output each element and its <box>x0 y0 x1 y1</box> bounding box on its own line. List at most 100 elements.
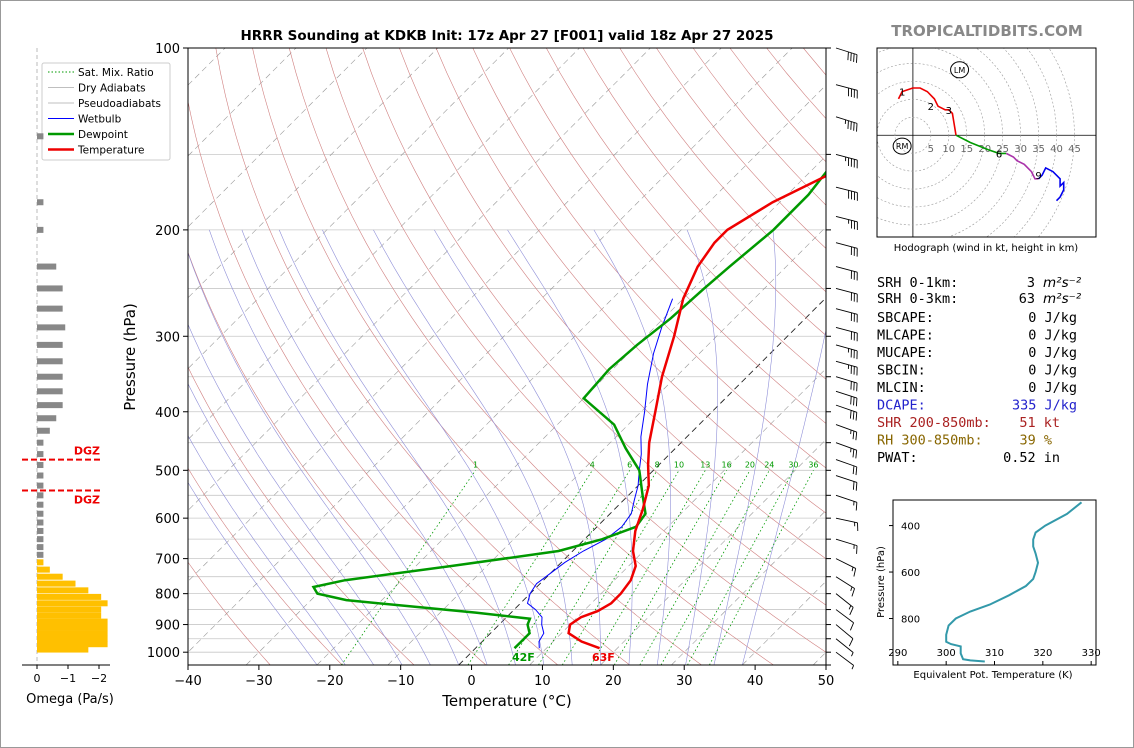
hodograph-ring <box>877 48 1003 226</box>
wind-barb-staff <box>835 424 857 433</box>
skewt-profiles <box>311 170 826 650</box>
wind-barb-staff <box>835 517 858 524</box>
omega-bar <box>37 324 66 331</box>
legend-pseudoadiabats: Pseudoadiabats <box>78 98 161 110</box>
omega-bar <box>37 492 44 499</box>
wind-barb-full <box>852 465 855 475</box>
omega-bar <box>37 573 63 580</box>
omega-bar <box>37 519 44 526</box>
hodograph-height-label: 6 <box>996 149 1002 160</box>
mixing-ratio-label: 24 <box>764 460 774 469</box>
wind-barb-full <box>850 396 852 405</box>
omega-bar <box>37 624 108 631</box>
wind-barb-half <box>851 652 854 657</box>
wind-barb-staff <box>835 609 854 624</box>
param-sbcin-value: 0 J/kg <box>1028 363 1077 379</box>
y-tick-label: 400 <box>155 406 180 421</box>
omega-tick-label: −2 <box>91 672 107 685</box>
dry-adiabat <box>399 48 826 560</box>
wind-barb-full <box>853 568 857 577</box>
hodograph-height-label: 1 <box>899 88 905 99</box>
pseudoadiabat <box>278 229 516 665</box>
wind-barb-staff <box>835 593 854 608</box>
theta-e-y-tick-label: 600 <box>901 568 920 579</box>
param-pwat-label: PWAT: <box>877 450 918 466</box>
wind-barb <box>835 326 858 342</box>
wind-barb <box>835 494 858 511</box>
omega-bar <box>37 305 63 312</box>
mixing-ratio-label: 8 <box>655 460 660 469</box>
wind-barb <box>835 266 858 281</box>
x-tick-label: 0 <box>467 674 475 689</box>
hodograph-segment <box>955 134 1007 155</box>
wind-barb-staff <box>835 360 858 368</box>
wind-barb <box>835 287 858 303</box>
omega-ticks: 0 −1 −2 <box>34 665 107 685</box>
wind-barb-staff <box>835 624 854 639</box>
wind-barb-staff <box>835 242 858 249</box>
isotherm <box>245 84 826 665</box>
y-tick-label: 1000 <box>147 646 180 661</box>
omega-bar <box>37 641 108 648</box>
legend-dewpoint: Dewpoint <box>78 129 128 141</box>
isotherm <box>316 155 826 665</box>
skewt-xlabel: Temperature (°C) <box>441 692 571 710</box>
wind-barb-staff <box>835 215 858 223</box>
wind-barb <box>835 593 854 616</box>
mixing-ratio-label: 4 <box>590 460 595 469</box>
x-tick-label: 50 <box>818 674 835 689</box>
param-shr-value: 51 kt <box>1019 415 1060 431</box>
wind-barb <box>835 47 858 63</box>
hodograph-ring <box>1013 48 1057 237</box>
omega-bar <box>37 226 44 233</box>
hodograph-lm-marker <box>950 61 970 79</box>
theta-e-x-tick-label: 290 <box>888 648 907 659</box>
wind-barb-full <box>853 53 855 62</box>
legend-temperature: Temperature <box>77 145 145 157</box>
param-srh-unit-2: m²s⁻² <box>1043 291 1082 307</box>
wind-barb-full <box>849 622 855 631</box>
omega-bar <box>37 559 44 566</box>
omega-panel: 0 −1 −2 Omega (Pa/s) DGZ DGZ <box>22 48 114 707</box>
omega-bar <box>37 285 63 292</box>
theta-e-frame <box>892 499 1097 666</box>
hodograph-caption: Hodograph (wind in kt, height in km) <box>894 243 1079 254</box>
wind-barb-full <box>855 412 858 421</box>
dry-adiabat <box>913 48 1134 665</box>
wind-barb-full <box>848 638 854 647</box>
omega-tick-label: 0 <box>34 672 41 685</box>
wind-barb-staff <box>835 376 858 384</box>
wind-barb <box>835 116 858 132</box>
dry-adiabat <box>188 251 487 665</box>
dry-adiabat <box>325 48 826 653</box>
param-mucape-label: MUCAPE: <box>877 345 934 361</box>
wind-barb-staff <box>835 538 858 547</box>
skewt-ylabel: Pressure (hPa) <box>121 303 139 411</box>
wind-barb <box>835 638 854 657</box>
wind-barb-staff <box>835 576 855 589</box>
x-tick-label: 30 <box>676 674 693 689</box>
omega-bar <box>37 439 44 446</box>
dry-adiabat <box>188 100 558 665</box>
hodograph-labels: 1 2 3 6 9 LM RM <box>892 61 1042 182</box>
wind-barb <box>835 442 858 459</box>
wind-barb-half <box>851 665 855 670</box>
omega-bars <box>37 133 108 653</box>
mixing-ratio-line <box>590 470 706 665</box>
wind-barb-staff <box>835 47 858 56</box>
isotherm <box>529 368 826 665</box>
wind-barb <box>835 624 854 647</box>
theta-e-y-tick-label: 800 <box>901 615 920 626</box>
pseudoadiabat <box>742 328 826 665</box>
wind-barb-staff <box>835 494 858 503</box>
param-srh01-value: 3 <box>1027 275 1035 291</box>
wind-barb-full <box>856 54 858 63</box>
y-tick-label: 300 <box>155 330 180 345</box>
param-mucape-value: 0 J/kg <box>1028 345 1077 361</box>
omega-bar <box>37 388 63 395</box>
param-pwat-value: 0.52 in <box>1003 450 1060 466</box>
pseudoadiabat <box>209 229 460 665</box>
mixing-ratio-line <box>639 470 751 665</box>
param-sbcape-value: 0 J/kg <box>1028 310 1077 326</box>
hodograph-lm-label: LM <box>954 66 965 75</box>
